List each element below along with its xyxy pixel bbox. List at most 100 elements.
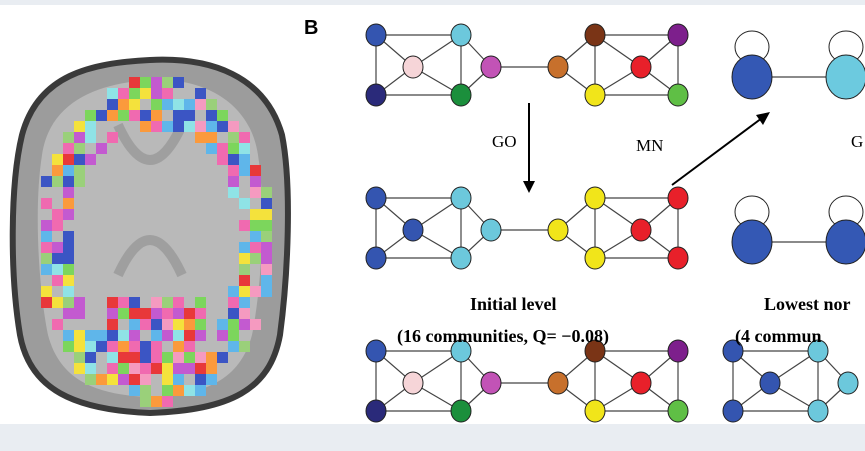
community-square (184, 308, 195, 319)
community-square (250, 319, 261, 330)
community-square (162, 77, 173, 88)
community-square (151, 352, 162, 363)
community-square (63, 253, 74, 264)
community-square (261, 209, 272, 220)
community-square (228, 297, 239, 308)
community-square (250, 165, 261, 176)
community-square (85, 110, 96, 121)
graph-nodes (365, 23, 865, 423)
community-square (173, 385, 184, 396)
community-square (118, 330, 129, 341)
community-square (162, 385, 173, 396)
community-square (63, 286, 74, 297)
community-square (184, 99, 195, 110)
community-square (63, 187, 74, 198)
community-square (173, 363, 184, 374)
node (584, 339, 606, 363)
node (667, 83, 689, 107)
node (667, 186, 689, 210)
community-square (74, 143, 85, 154)
community-square (261, 231, 272, 242)
mn-arrow (671, 117, 763, 186)
community-square (140, 308, 151, 319)
community-square (162, 121, 173, 132)
initial-level-title: Initial level (470, 294, 557, 314)
community-square (107, 352, 118, 363)
node (365, 83, 387, 107)
community-square (63, 176, 74, 187)
community-square (195, 319, 206, 330)
community-square (250, 253, 261, 264)
node (450, 83, 472, 107)
community-square (63, 132, 74, 143)
community-square (96, 143, 107, 154)
community-square (151, 121, 162, 132)
community-square (195, 297, 206, 308)
community-square (173, 352, 184, 363)
community-square (52, 253, 63, 264)
community-square (63, 154, 74, 165)
community-square (107, 308, 118, 319)
community-square (195, 363, 206, 374)
community-square (195, 374, 206, 385)
community-square (129, 330, 140, 341)
community-square (129, 352, 140, 363)
node (450, 186, 472, 210)
community-square (96, 374, 107, 385)
community-square (41, 242, 52, 253)
community-square (129, 374, 140, 385)
community-square (206, 132, 217, 143)
node (667, 399, 689, 423)
node (365, 23, 387, 47)
community-square (228, 143, 239, 154)
community-square (52, 319, 63, 330)
community-square (140, 352, 151, 363)
node (402, 218, 424, 242)
graph-edges (375, 34, 849, 412)
community-square (129, 341, 140, 352)
node (630, 218, 652, 242)
community-graph-panel (365, 23, 865, 423)
community-square (261, 264, 272, 275)
community-square (140, 121, 151, 132)
community-square (206, 121, 217, 132)
community-square (74, 121, 85, 132)
community-square (52, 220, 63, 231)
community-square (162, 396, 173, 407)
mn-arrow-head (756, 112, 770, 125)
community-square (239, 286, 250, 297)
community-square (85, 330, 96, 341)
community-square (239, 154, 250, 165)
community-square (217, 121, 228, 132)
super-node (825, 219, 865, 265)
community-square (239, 308, 250, 319)
community-square (228, 121, 239, 132)
community-square (239, 264, 250, 275)
node (584, 246, 606, 270)
node (630, 55, 652, 79)
community-square (173, 330, 184, 341)
node (365, 399, 387, 423)
community-square (239, 198, 250, 209)
bottom-strip (0, 424, 865, 451)
community-square (63, 165, 74, 176)
community-square (107, 297, 118, 308)
community-square (63, 198, 74, 209)
community-square (151, 110, 162, 121)
community-square (151, 319, 162, 330)
community-square (228, 176, 239, 187)
go-label-right: G (851, 132, 864, 151)
community-square (52, 297, 63, 308)
community-square (261, 253, 272, 264)
community-square (228, 132, 239, 143)
community-square (140, 341, 151, 352)
node (365, 186, 387, 210)
community-square (41, 231, 52, 242)
community-square (206, 352, 217, 363)
community-square (173, 341, 184, 352)
community-square (74, 165, 85, 176)
community-square (162, 308, 173, 319)
node (807, 339, 829, 363)
community-square (129, 297, 140, 308)
community-square (206, 363, 217, 374)
